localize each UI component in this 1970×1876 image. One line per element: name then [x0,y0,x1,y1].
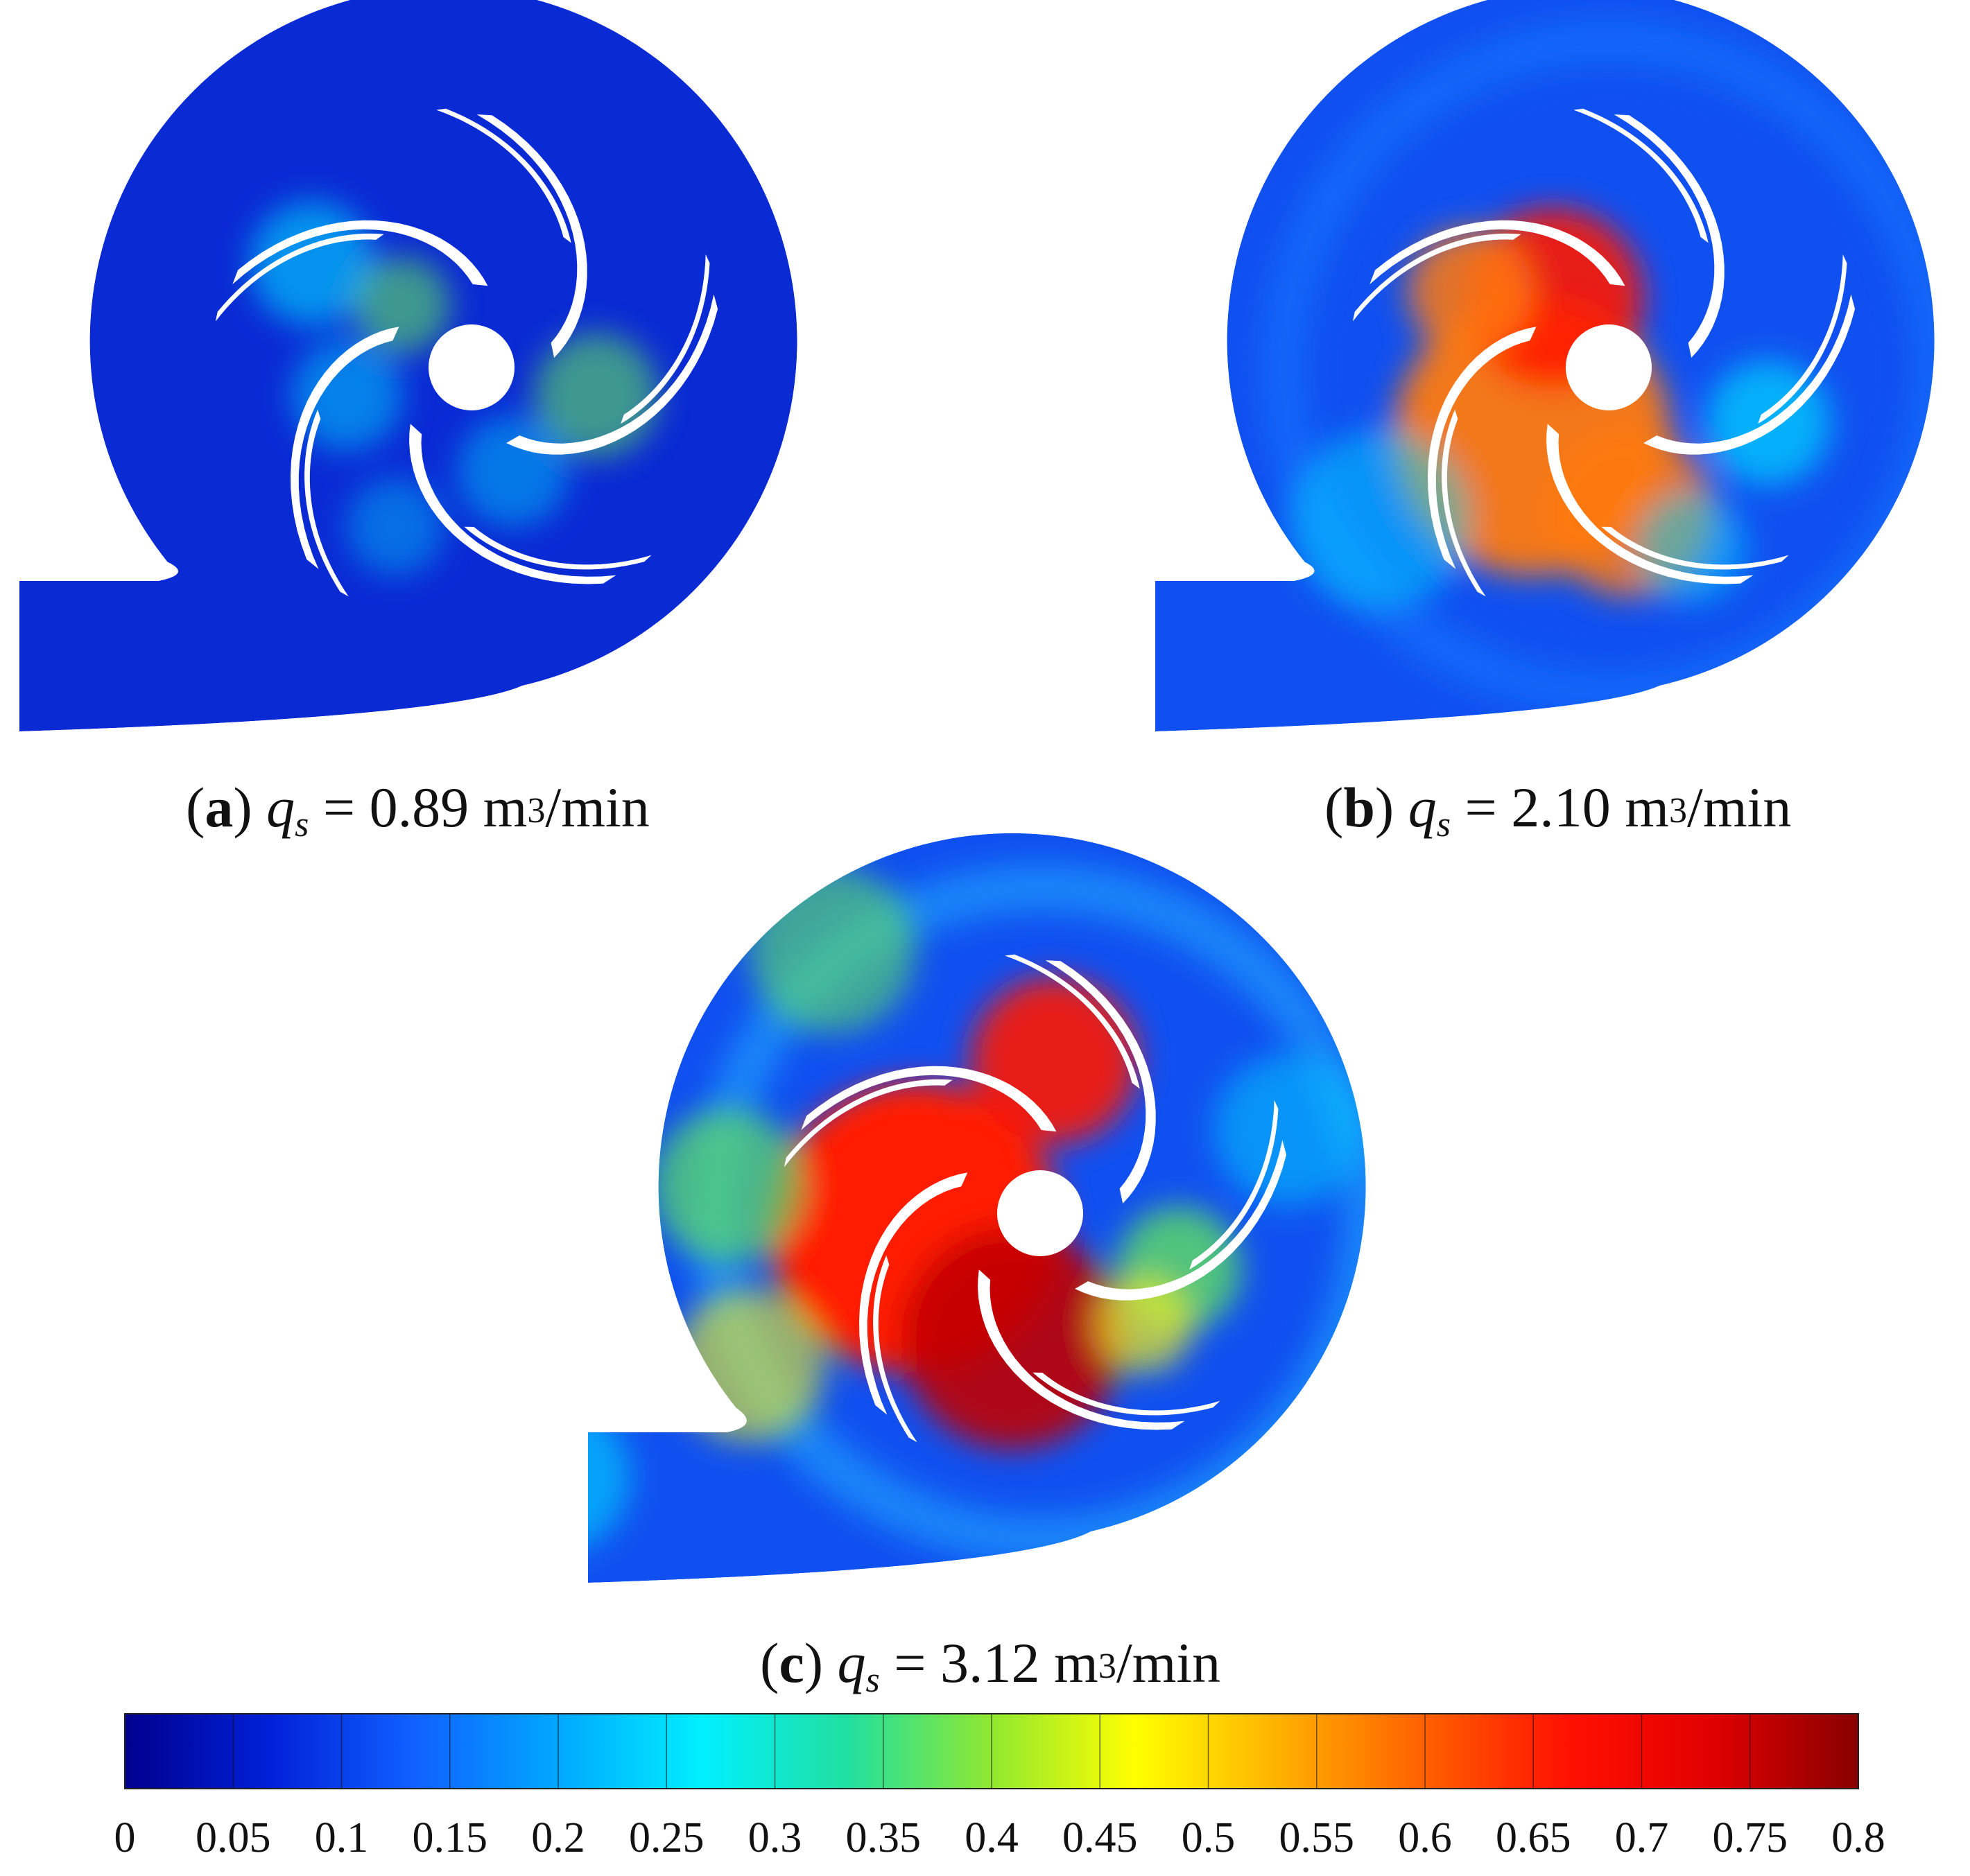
colorbar-tick-label: 0.65 [1496,1814,1571,1861]
colorbar-tick-label: 0.25 [629,1814,705,1861]
splitter-blade [1032,1372,1220,1416]
colorbar-tick-label: 0.45 [1062,1814,1138,1861]
flow-hotspot [250,201,374,326]
velocity-field-c [588,833,1366,1583]
splitter-blade [621,254,710,424]
splitter-blade [873,1255,917,1443]
velocity-field-b [1155,0,1935,731]
splitter-blade [784,1079,953,1167]
impeller-blade [291,327,399,569]
caption-c: (c) qs = 3.12 m3/min [760,1631,1221,1700]
colorbar-tick-label: 0.1 [314,1814,369,1861]
splitter-blade [1352,233,1521,322]
caption-b: (b) qs = 2.10 m3/min [1324,776,1792,844]
flow-hotspot [749,867,915,1033]
impeller-blade [1075,1140,1287,1301]
colorbar-tick-label: 0.05 [196,1814,271,1861]
colorbar-tick-label: 0.4 [965,1814,1019,1861]
colorbar-tick-label: 0.55 [1279,1814,1355,1861]
flow-hotspot [354,257,451,354]
impeller-blades [784,954,1287,1443]
flow-hotspot [652,1109,804,1262]
volute-body [19,0,797,731]
impeller-blade [1643,294,1856,455]
splitter-blade [1758,254,1847,424]
colorbar-tick-label: 0.75 [1712,1814,1788,1861]
impeller-blade [1428,327,1537,569]
colorbar-tick-label: 0 [114,1814,136,1861]
impeller-blade [1370,220,1625,286]
colorbar-tick-label: 0.2 [531,1814,585,1861]
impeller-blade [801,1066,1057,1132]
pump-panel-a [19,0,797,731]
caption-a: (a) qs = 0.89 m3/min [186,776,650,844]
volute-ring-shading [1259,17,1935,718]
impeller-hub [429,324,515,410]
colorbar-tick-label: 0.7 [1614,1814,1669,1861]
splitter-blade [1442,409,1486,597]
impeller-blades [1352,108,1856,597]
pump-panel-b [1155,0,1935,731]
splitter-blade [215,233,384,322]
flow-hotspot [1290,430,1470,610]
splitter-blade [304,409,349,597]
colorbar [124,1713,1859,1789]
flow-hotspot [1213,1054,1366,1206]
flow-hotspot [458,416,569,527]
colorbar-tick-label: 0.5 [1181,1814,1236,1861]
splitter-blade [1189,1100,1279,1270]
colorbar-tick-label: 0.6 [1398,1814,1452,1861]
colorbar-tick-label: 0.8 [1831,1814,1885,1861]
flow-hotspot [588,1400,631,1553]
impeller-blades [215,108,718,597]
flow-hotspot [1408,229,1532,354]
colorbar-tick-label: 0.35 [845,1814,922,1861]
flow-hotspot [1636,492,1747,603]
impeller-blade [232,220,488,286]
flow-hotspots [588,867,1366,1553]
colorbar-tick-label: 0.15 [412,1814,488,1861]
impeller-hub [997,1170,1083,1256]
flow-hotspot [347,478,444,575]
splitter-blade [464,526,652,570]
flow-hotspot [673,1289,825,1442]
impeller-hub [1566,324,1652,410]
impeller-blade [859,1172,968,1415]
colorbar-tick-label: 0.3 [748,1814,802,1861]
splitter-blade [1601,526,1789,570]
velocity-field-a [19,0,797,731]
impeller-blade [506,294,718,455]
pump-panel-c [588,833,1366,1583]
flow-hotspot [971,978,1137,1144]
